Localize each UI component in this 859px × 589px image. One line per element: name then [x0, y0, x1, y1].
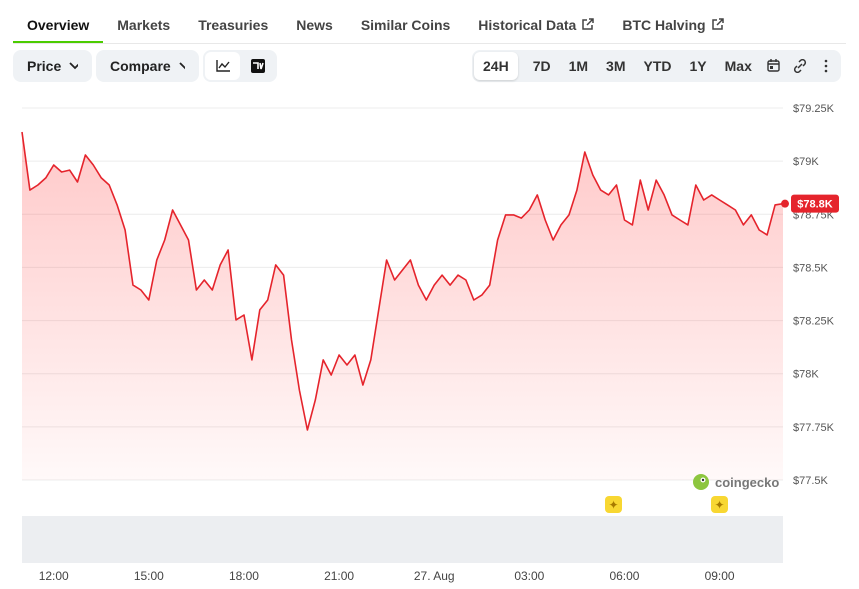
tab-label: Similar Coins [360, 17, 451, 33]
tab-label: Markets [117, 17, 171, 33]
icon [824, 59, 828, 73]
link-button[interactable] [787, 52, 813, 80]
tab[interactable]: BTC Halving [608, 8, 737, 43]
tv-icon [250, 59, 265, 73]
external-icon [711, 18, 724, 30]
tab-label: BTC Halving [622, 17, 706, 33]
external-icon [582, 18, 595, 30]
tab[interactable]: Treasuries [184, 8, 282, 43]
range-button[interactable]: 3M [606, 58, 626, 74]
x-tick-label: 03:00 [514, 569, 544, 583]
y-tick-label: $78K [793, 369, 819, 381]
tab-label: Overview [27, 17, 90, 33]
tab[interactable]: Similar Coins [347, 8, 464, 43]
x-tick-label: 09:00 [705, 569, 735, 583]
range-button[interactable]: 7D [532, 58, 551, 74]
range-button[interactable]: 1M [568, 58, 589, 74]
range-button[interactable]: YTD [643, 58, 672, 74]
last-price-label: $78.8K [797, 199, 833, 211]
more-button[interactable] [813, 52, 839, 80]
x-tick-label: 15:00 [134, 569, 164, 583]
price-area [22, 132, 783, 480]
range-button[interactable]: 24H [474, 52, 518, 80]
y-tick-label: $78.5K [793, 262, 829, 274]
y-tick-label: $79.25K [793, 103, 835, 115]
x-tick-label: 12:00 [39, 569, 69, 583]
dropdown[interactable]: Compare [96, 50, 199, 82]
event-icon: ✦ ✦ [605, 496, 728, 513]
x-tick-label: 18:00 [229, 569, 259, 583]
tab-label: Treasuries [198, 17, 269, 33]
dropdown-label: Compare [110, 58, 171, 74]
price-line [21, 131, 784, 431]
line-chart-button[interactable] [205, 52, 240, 80]
dropdown-label: Price [27, 58, 62, 74]
tab-bar: Overview Markets Treasuries News Similar Coi… [13, 8, 738, 43]
tab[interactable]: Overview [13, 8, 104, 43]
line-icon [215, 60, 230, 72]
gecko-logo [693, 474, 709, 490]
x-tick-label: 06:00 [609, 569, 639, 583]
tab[interactable]: Markets [103, 8, 184, 43]
x-tick-label: 27. Aug [414, 569, 455, 583]
tab-label: Historical Data [478, 17, 577, 33]
svg-text:✦: ✦ [714, 498, 724, 512]
chevron [69, 62, 78, 70]
tab-label: News [296, 17, 333, 33]
watermark: coingecko [692, 473, 779, 491]
range-button[interactable]: 1Y [689, 58, 707, 74]
volume-strip [22, 516, 783, 563]
y-tick-label: $77.75K [793, 422, 835, 434]
last-price-dot [781, 199, 789, 208]
icon [793, 59, 806, 73]
watermark-text: coingecko [715, 474, 780, 490]
range-button[interactable]: Max [724, 58, 752, 74]
chevron [179, 62, 185, 70]
y-tick-label: $79K [793, 156, 819, 168]
chart-type-group [203, 50, 277, 82]
tab[interactable]: News [282, 8, 347, 43]
svg-text:✦: ✦ [608, 498, 618, 512]
tab[interactable]: Historical Data [464, 8, 608, 43]
divider [13, 43, 846, 44]
calendar-button[interactable] [761, 52, 787, 80]
x-tick-label: 21:00 [324, 569, 354, 583]
tradingview-button[interactable] [240, 52, 275, 80]
last-price-badge [791, 194, 839, 213]
dropdown[interactable]: Price [13, 50, 92, 82]
icon [767, 59, 780, 72]
range-group: 24H 7D 1M 3M YTD 1Y Max [472, 50, 841, 82]
y-tick-label: $78.25K [793, 316, 835, 328]
y-tick-label: $77.5K [793, 475, 829, 487]
